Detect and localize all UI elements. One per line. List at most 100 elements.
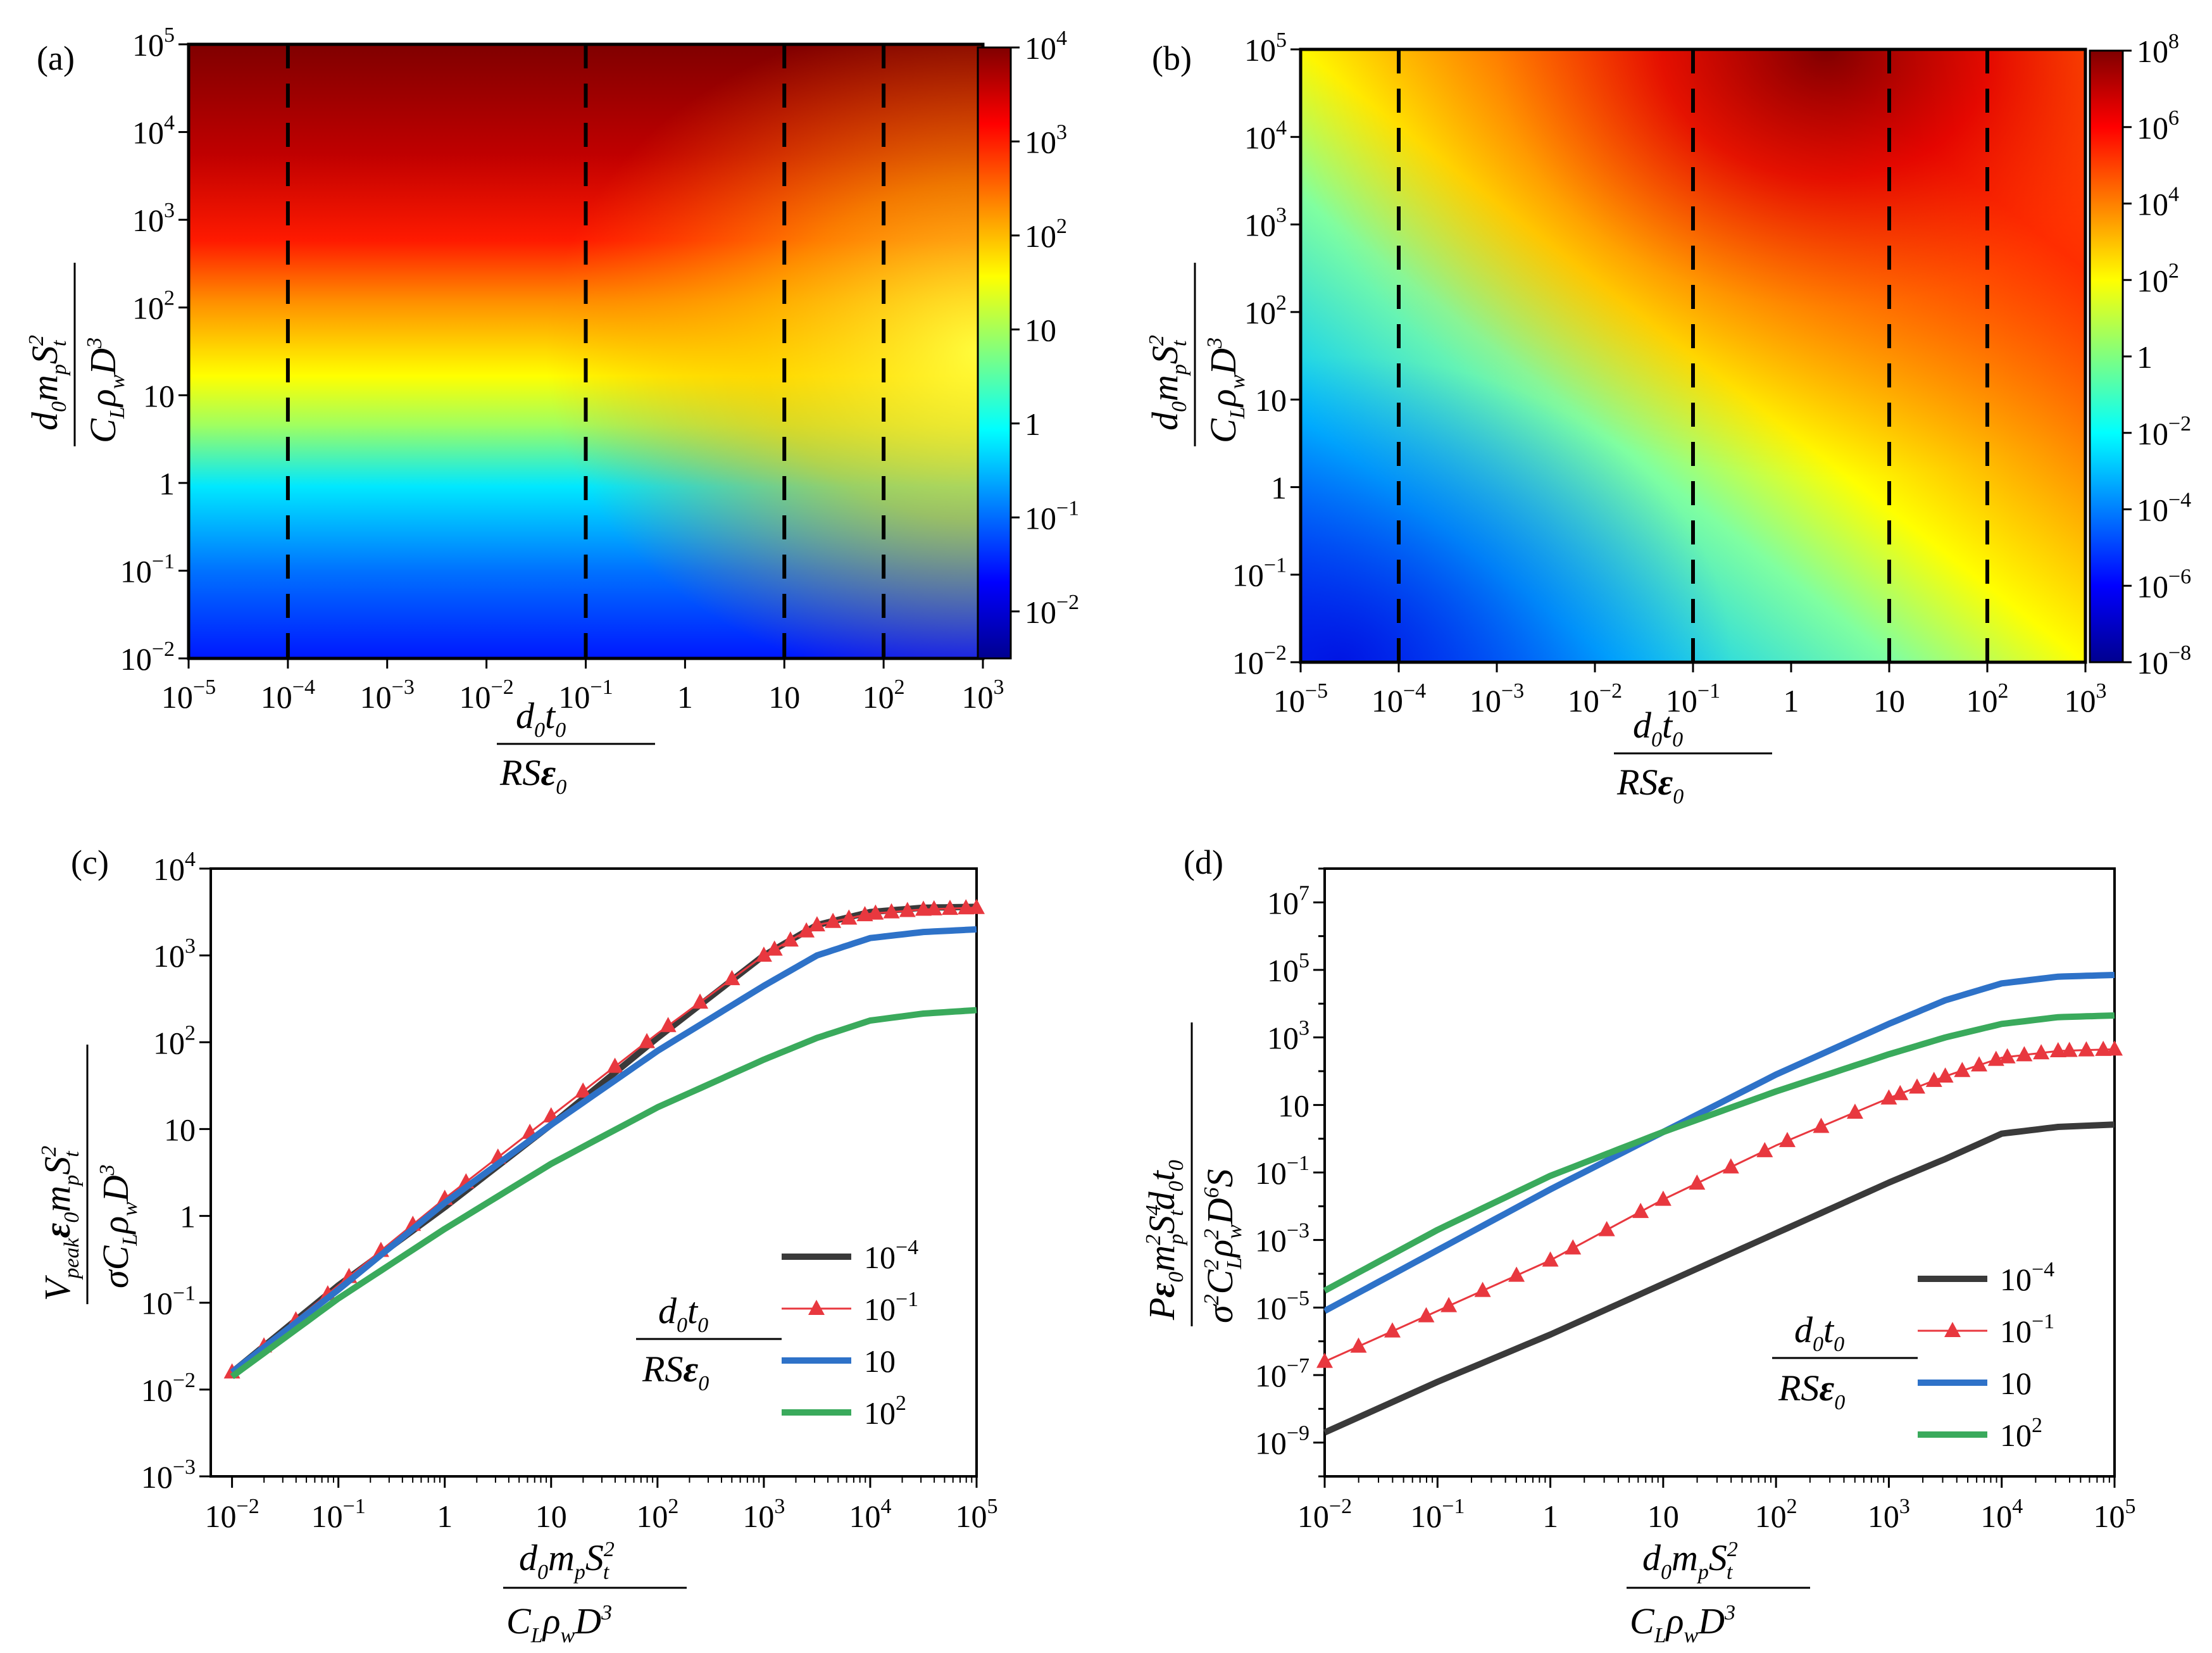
y-tick-label-d: 10−3 <box>1255 1219 1309 1259</box>
marker-c <box>968 898 985 914</box>
panel-label-c: (c) <box>71 843 109 881</box>
x-tick-label-d: 102 <box>1755 1495 1797 1534</box>
series-lines-c <box>223 898 985 1380</box>
marker-d <box>1925 1071 1942 1087</box>
marker-d <box>1384 1322 1401 1338</box>
marker-d <box>1654 1190 1671 1206</box>
x-tick-label-b: 10 <box>1873 683 1905 719</box>
ylabel-d: Pε0m2pS4td0t0 σ2C2Lρ2wD6S <box>1141 1022 1246 1326</box>
y-tick-label-d: 10−7 <box>1255 1354 1309 1393</box>
marker-d <box>2061 1041 2078 1057</box>
y-tick-label-a: 10 <box>143 378 175 413</box>
x-ticks-c: 10−2 10−1 1 10 102 103 104 105 <box>205 1476 998 1534</box>
colorbar-tick-label-b: 10−4 <box>2137 489 2191 528</box>
legend-label-d-2: 10 <box>2000 1366 2032 1401</box>
y-tick-label-b: 102 <box>1244 291 1287 330</box>
colorbar-tick-label-a: 10−1 <box>1025 496 1079 536</box>
panel-b: 10−5 10−4 10−3 10−2 10−1 1 10 102 103 10−210−111… <box>1152 28 2191 719</box>
marker-c <box>883 903 900 919</box>
marker-d <box>1892 1084 1909 1100</box>
legend-label-d-0: 10−4 <box>2000 1258 2054 1297</box>
x-tick-label-c: 102 <box>636 1495 678 1534</box>
y-ticks-c: 10−3 10−2 10−1 1 10 102 103 104 <box>141 848 211 1495</box>
marker-c <box>808 916 825 932</box>
colorbar-tick-label-b: 104 <box>2137 183 2179 222</box>
y-tick-label-d: 10−5 <box>1255 1286 1309 1326</box>
y-tick-label-a: 103 <box>132 199 175 238</box>
marker-d <box>1756 1141 1773 1157</box>
legend-c: 10−4 10−1 10 102 d0t0 RSε0 <box>636 1236 918 1431</box>
marker-c <box>782 931 799 947</box>
marker-d <box>1598 1221 1615 1236</box>
legend-label-c-0: 10−4 <box>864 1236 918 1275</box>
y-tick-label-d: 10 <box>1278 1088 1309 1123</box>
marker-c <box>899 902 916 917</box>
marker-d <box>1846 1103 1863 1119</box>
legend-label-d-3: 102 <box>2000 1414 2042 1453</box>
xlabel-d: d0mpS2 t CLρwD3 <box>1627 1537 1810 1647</box>
marker-d <box>1350 1337 1367 1353</box>
series-line-c-1 <box>231 907 977 1373</box>
x-tick-label-c: 10−2 <box>205 1495 259 1534</box>
marker-c <box>692 993 709 1009</box>
colorbar-tick-label-b: 10−2 <box>2137 412 2191 451</box>
x-tick-label-d: 104 <box>1980 1495 2023 1534</box>
svg-text:RSε0: RSε0 <box>1616 762 1684 808</box>
y-tick-label-c: 1 <box>180 1199 196 1235</box>
x-tick-label-d: 1 <box>1542 1499 1558 1534</box>
y-tick-label-d: 105 <box>1267 949 1309 988</box>
legend-label-c-1: 10−1 <box>864 1288 918 1327</box>
x-tick-label-a: 1 <box>677 679 693 715</box>
x-tick-label-a: 10−5 <box>161 676 216 715</box>
y-tick-label-c: 104 <box>153 848 196 887</box>
svg-text:CLρwD3: CLρwD3 <box>82 337 129 443</box>
marker-c <box>840 909 858 925</box>
legend-label-c-2: 10 <box>864 1343 896 1379</box>
x-tick-label-b: 10−4 <box>1372 679 1426 719</box>
x-ticks-b: 10−5 10−4 10−3 10−2 10−1 1 10 102 103 <box>1273 662 2107 719</box>
series-line-d-2 <box>1323 972 2115 1314</box>
svg-text:d0t0: d0t0 <box>1794 1309 1844 1356</box>
svg-text:RSε0: RSε0 <box>642 1348 709 1395</box>
colorbar-tick-label-b: 102 <box>2137 259 2179 298</box>
y-tick-label-c: 10−2 <box>141 1369 196 1408</box>
y-tick-label-c: 10−3 <box>141 1455 196 1495</box>
x-ticks-d: 10−2 10−1 1 10 102 103 104 105 <box>1297 1476 2136 1534</box>
y-tick-label-c: 102 <box>153 1021 196 1060</box>
marker-c <box>825 912 842 928</box>
marker-d <box>1632 1202 1649 1218</box>
marker-c <box>798 922 815 938</box>
svg-text:CLρwD3: CLρwD3 <box>1630 1600 1735 1647</box>
y-tick-label-a: 1 <box>159 466 175 501</box>
marker-d <box>2049 1042 2066 1057</box>
svg-text:Pε0m2pS4td0t0: Pε0m2pS4td0t0 <box>1141 1160 1188 1321</box>
x-tick-label-d: 105 <box>2094 1495 2136 1534</box>
x-tick-label-b: 1 <box>1784 683 1799 719</box>
marker-d <box>1954 1062 1971 1078</box>
marker-d <box>1999 1048 2016 1064</box>
colorbar-b <box>2089 49 2124 663</box>
marker-d <box>1316 1352 1333 1368</box>
y-tick-label-b: 10−2 <box>1232 641 1287 681</box>
marker-c <box>958 899 975 915</box>
x-tick-label-c: 10−1 <box>311 1495 366 1534</box>
svg-text:σCLρwD3: σCLρwD3 <box>95 1164 142 1288</box>
panel-label-b: (b) <box>1152 39 1192 77</box>
panel-label-a: (a) <box>37 39 75 77</box>
x-tick-label-a: 10−2 <box>459 676 514 715</box>
marker-d <box>1937 1067 1954 1083</box>
y-ticks-d: 10−9 10−7 10−5 10−3 10−1 10 103 105 107 <box>1255 867 1325 1478</box>
svg-text:d0mpS2t: d0mpS2t <box>24 335 71 431</box>
series-line-c-3 <box>230 1007 977 1380</box>
colorbar-tick-label-b: 10−6 <box>2137 565 2191 604</box>
y-tick-label-d: 107 <box>1267 881 1309 921</box>
series-line-d-0 <box>1323 1121 2115 1436</box>
series-line-c-2 <box>230 926 977 1375</box>
legend-title-c: d0t0 RSε0 <box>636 1290 782 1395</box>
marker-d <box>1508 1266 1525 1282</box>
panel-label-d: (d) <box>1184 843 1223 881</box>
ylabel-c: Vpeakε0mpS2t σCLρwD3 <box>37 1045 142 1304</box>
marker-d <box>2033 1044 2050 1060</box>
colorbar-tick-label-b: 10−8 <box>2137 641 2191 681</box>
